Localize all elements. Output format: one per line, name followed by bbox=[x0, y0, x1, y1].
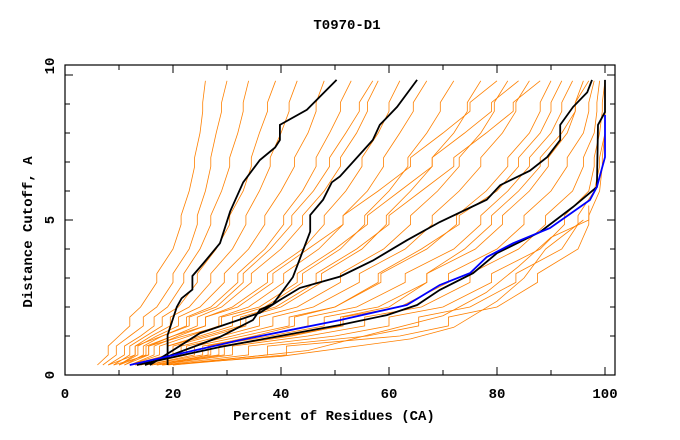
x-axis-label: Percent of Residues (CA) bbox=[233, 409, 435, 425]
plot-area bbox=[97, 79, 606, 366]
model-curve bbox=[124, 80, 352, 366]
x-tick-label: 80 bbox=[489, 387, 506, 403]
model-curve bbox=[156, 80, 590, 366]
x-tick-label: 40 bbox=[273, 387, 290, 403]
model-curve bbox=[113, 80, 276, 366]
reference-curve bbox=[129, 115, 606, 366]
axis-ticks bbox=[64, 65, 615, 375]
model-curve bbox=[162, 219, 584, 366]
model-curve bbox=[135, 80, 482, 366]
x-tick-label: 0 bbox=[61, 387, 69, 403]
y-tick-label: 5 bbox=[43, 216, 59, 224]
model-curve bbox=[135, 80, 455, 366]
model-curve bbox=[102, 80, 228, 366]
model-curve bbox=[108, 80, 374, 366]
model-curve bbox=[151, 80, 584, 366]
model-curve bbox=[129, 80, 541, 366]
model-curve bbox=[162, 80, 606, 366]
model-curve bbox=[162, 80, 563, 366]
model-curve bbox=[145, 80, 552, 366]
model-curve bbox=[97, 80, 206, 366]
model-curve bbox=[140, 80, 530, 366]
y-axis-label: Distance Cutoff, A bbox=[21, 156, 37, 308]
model-curve bbox=[172, 205, 590, 366]
model-curve bbox=[118, 80, 325, 366]
model-curve bbox=[129, 80, 428, 366]
highlighted-model-curve bbox=[149, 79, 593, 366]
model-curve bbox=[113, 80, 519, 366]
model-curve bbox=[118, 80, 498, 366]
y-tick-label: 0 bbox=[43, 371, 59, 379]
model-curve bbox=[107, 80, 249, 366]
y-tick-label: 10 bbox=[43, 58, 59, 75]
chart-title: T0970-D1 bbox=[313, 18, 380, 34]
x-tick-label: 100 bbox=[592, 387, 617, 403]
model-curve bbox=[118, 80, 298, 366]
model-curve bbox=[129, 80, 401, 366]
highlighted-model-curve bbox=[166, 79, 338, 365]
x-tick-label: 20 bbox=[165, 387, 182, 403]
model-curve bbox=[151, 80, 595, 366]
model-curve bbox=[156, 80, 600, 366]
x-tick-label: 60 bbox=[381, 387, 398, 403]
highlighted-model-curve bbox=[136, 79, 606, 366]
highlighted-model-curve bbox=[144, 79, 418, 366]
